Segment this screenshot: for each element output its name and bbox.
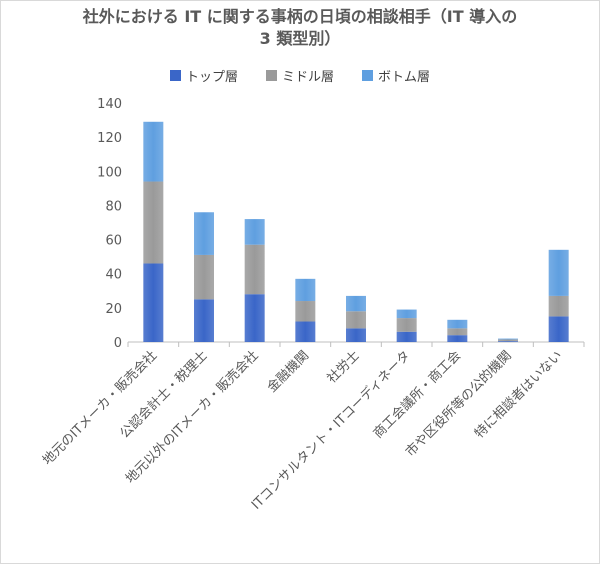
y-tick-label: 0 xyxy=(114,336,122,351)
bar-segment-top xyxy=(244,294,265,342)
bar-segment-middle xyxy=(396,318,417,332)
legend: トップ層 ミドル層 ボトム層 xyxy=(0,66,600,85)
legend-item-bottom: ボトム層 xyxy=(362,66,430,85)
bar-segment-bottom xyxy=(244,219,265,245)
bar-segment-middle xyxy=(244,244,265,295)
legend-label-bottom: ボトム層 xyxy=(378,70,431,85)
legend-item-middle: ミドル層 xyxy=(265,66,334,85)
bar-segment-top xyxy=(498,341,518,342)
x-tick-label: 商工会議所・商工会 xyxy=(371,348,464,441)
bar-segment-top xyxy=(346,328,366,342)
y-tick-label: 140 xyxy=(97,97,122,112)
bar-segment-bottom xyxy=(295,278,316,302)
bar-segment-bottom xyxy=(498,338,518,340)
bar-segment-top xyxy=(447,335,468,342)
legend-item-top: トップ層 xyxy=(169,66,238,85)
legend-label-middle: ミドル層 xyxy=(281,70,334,85)
x-tick-label: 社労士 xyxy=(324,348,363,387)
y-tick-label: 80 xyxy=(105,199,122,214)
bar-segment-bottom xyxy=(143,121,164,182)
y-tick-label: 20 xyxy=(105,302,122,317)
y-tick-label: 120 xyxy=(97,131,122,146)
bar-segment-top xyxy=(548,316,569,342)
x-tick-label: 公認会計士・税理士 xyxy=(117,348,211,442)
legend-swatch-bottom xyxy=(362,70,373,81)
chart-title: 社外における IT に関する事柄の日頃の相談相手（IT 導入の 3 類型別） xyxy=(0,6,600,50)
chart-title-line-2: 3 類型別） xyxy=(259,29,341,48)
bar-segment-middle xyxy=(548,295,569,317)
bar-segment-top xyxy=(194,299,214,342)
y-tick-label: 40 xyxy=(105,268,122,283)
bar-segment-bottom xyxy=(346,295,366,312)
y-tick-label: 100 xyxy=(97,165,122,180)
bar-segment-bottom xyxy=(548,249,569,296)
legend-swatch-middle xyxy=(265,70,277,81)
bar-segment-middle xyxy=(346,311,366,329)
bar-segment-bottom xyxy=(396,309,417,319)
bar-segment-middle xyxy=(143,181,164,264)
y-tick-label: 60 xyxy=(105,234,122,249)
bar-segment-top xyxy=(143,263,164,342)
bar-segment-middle xyxy=(194,254,214,300)
x-tick-label: 特に相談者はいない xyxy=(471,348,565,442)
bar-segment-bottom xyxy=(194,212,214,255)
chart-title-line-1: 社外における IT に関する事柄の日頃の相談相手（IT 導入の xyxy=(82,7,518,26)
bar-segment-middle xyxy=(498,339,518,342)
bar-segment-middle xyxy=(447,328,468,336)
legend-swatch-top xyxy=(169,70,181,81)
x-tick-label: 金融機関 xyxy=(264,348,312,396)
bar-segment-middle xyxy=(295,301,316,322)
bar-segment-top xyxy=(295,321,316,342)
legend-label-top: トップ層 xyxy=(185,70,238,85)
bar-segment-bottom xyxy=(447,319,468,329)
bar-segment-top xyxy=(396,331,417,342)
